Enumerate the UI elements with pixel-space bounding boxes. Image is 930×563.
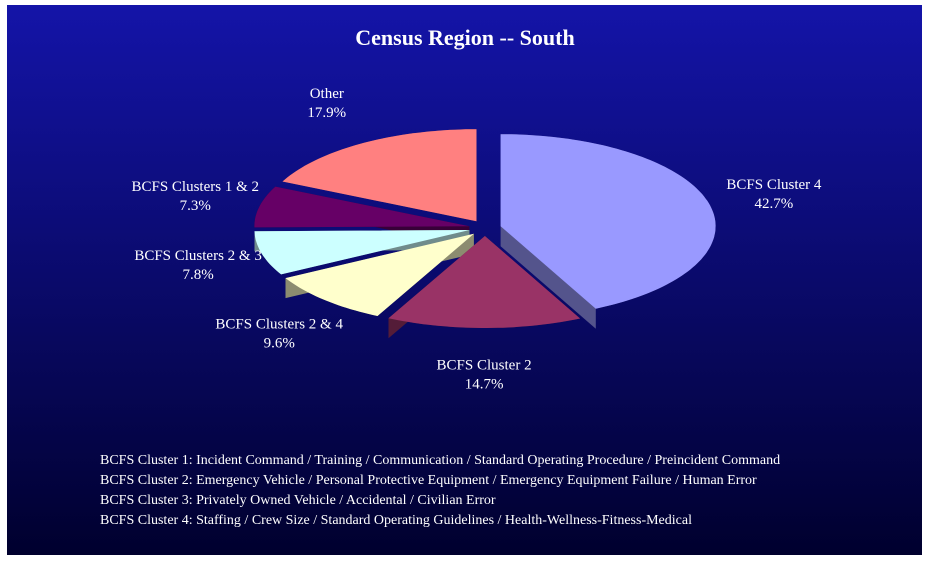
slice — [254, 230, 470, 275]
slice — [254, 186, 470, 228]
slice-label: BCFS Cluster 2 — [437, 358, 532, 374]
slice-label: BCFS Clusters 2 & 4 — [215, 316, 343, 332]
slice-value: 7.8% — [182, 267, 213, 283]
slice-value: 14.7% — [465, 377, 504, 393]
slice — [388, 236, 581, 328]
slice-value: 9.6% — [264, 335, 295, 351]
note: BCFS Cluster 4: Staffing / Crew Size / S… — [100, 513, 692, 528]
slice — [285, 233, 474, 316]
slice-label: Other — [310, 86, 344, 102]
slice-value: 7.3% — [180, 198, 211, 214]
slice-label: BCFS Clusters 2 & 3 — [134, 248, 262, 264]
slice-label: BCFS Cluster 4 — [726, 177, 822, 193]
slice — [282, 129, 477, 222]
slice-label: BCFS Clusters 1 & 2 — [131, 179, 259, 195]
slice-value: 42.7% — [755, 196, 794, 212]
slice-value: 17.9% — [307, 105, 346, 121]
chart-title: Census Region -- South — [355, 25, 574, 50]
note: BCFS Cluster 2: Emergency Vehicle / Pers… — [100, 473, 757, 488]
slice — [500, 134, 716, 309]
note: BCFS Cluster 1: Incident Command / Train… — [100, 453, 780, 468]
note: BCFS Cluster 3: Privately Owned Vehicle … — [100, 493, 496, 508]
